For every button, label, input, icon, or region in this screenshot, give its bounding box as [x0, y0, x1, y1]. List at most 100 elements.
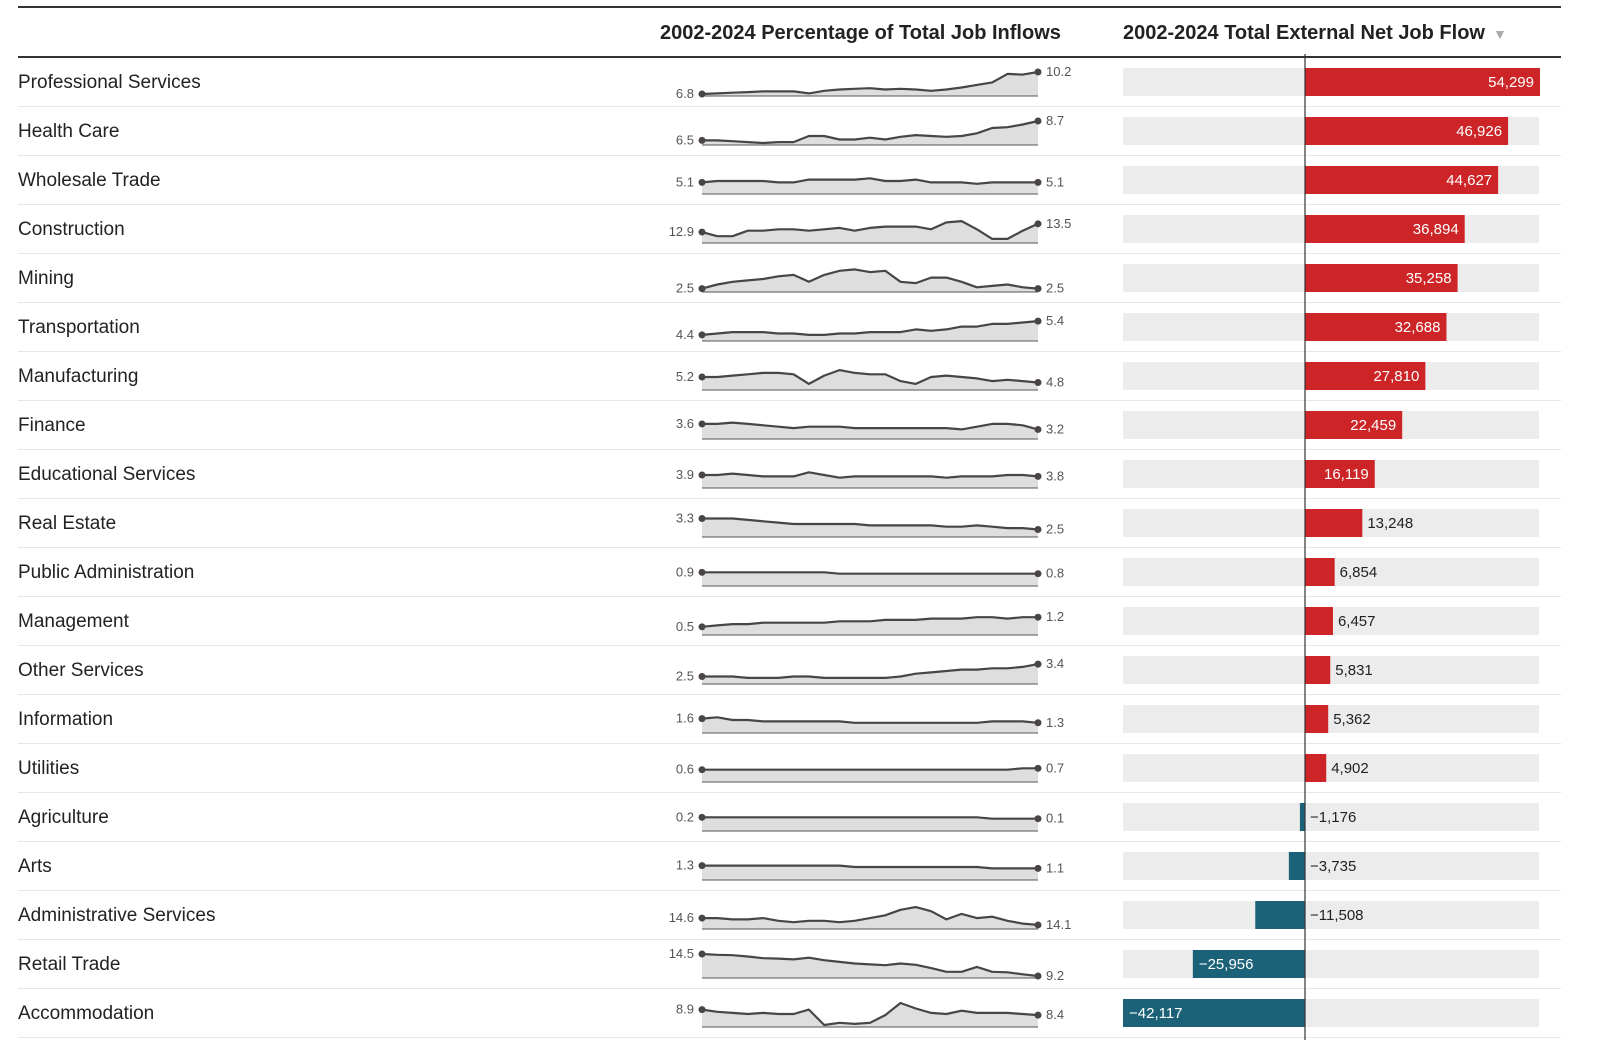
net-flow-bar[interactable]	[1305, 411, 1403, 439]
net-flow-value-label: 22,459	[1350, 417, 1396, 434]
net-flow-value-label: 36,894	[1413, 221, 1459, 238]
sparkline-area	[702, 664, 1038, 684]
sparkline-end-label: 1.2	[1046, 609, 1064, 624]
net-flow-bar[interactable]	[1305, 460, 1375, 488]
sparkline-end-label: 0.8	[1046, 566, 1064, 581]
industry-label: Accommodation	[18, 1003, 155, 1024]
sparkline-line	[701, 220, 1039, 241]
sparkline-end-label: 3.8	[1046, 468, 1064, 483]
industry-label: Administrative Services	[18, 905, 216, 926]
industry-label: Retail Trade	[18, 954, 121, 975]
row-graphics: 1.6 1.3 5,362	[676, 705, 1539, 734]
sparkline-end-label: 3.4	[1046, 656, 1064, 671]
sparkline-area	[702, 1003, 1038, 1027]
sparkline-start-label: 12.9	[669, 224, 694, 239]
net-flow-bar[interactable]	[1192, 950, 1305, 978]
net-flow-value-label: 32,688	[1395, 319, 1441, 336]
bar-track	[1123, 656, 1539, 684]
net-flow-bar[interactable]	[1305, 656, 1331, 684]
sparkline-start-label: 14.6	[669, 910, 694, 925]
sparkline-area	[702, 717, 1038, 733]
sparkline-line	[701, 1001, 1039, 1027]
net-flow-bar[interactable]	[1305, 362, 1426, 390]
industry-label: Finance	[18, 415, 86, 436]
industry-label: Management	[18, 611, 129, 632]
bar-track	[1123, 901, 1539, 929]
net-flow-value-label: −3,735	[1310, 858, 1356, 875]
net-flow-bar[interactable]	[1255, 901, 1305, 929]
net-flow-bar[interactable]	[1299, 803, 1305, 831]
table-row: Retail Trade 14.5 9.2 −25,956	[18, 940, 1561, 989]
sparkline-area	[702, 768, 1038, 782]
sparkline-end-point	[1034, 379, 1042, 386]
net-flow-bar[interactable]	[1305, 215, 1465, 243]
sparkline-start-label: 2.5	[676, 281, 694, 296]
sparkline-line	[701, 177, 1038, 185]
table-row: Wholesale Trade 5.1 5.1 44,627	[18, 156, 1561, 205]
sparkline-start-point	[698, 623, 706, 631]
sparkline-end-point	[1034, 719, 1042, 727]
sort-descending-icon[interactable]: ▼	[1492, 26, 1507, 42]
net-flow-bar[interactable]	[1305, 264, 1458, 292]
net-flow-bar[interactable]	[1305, 607, 1333, 635]
sparkline-end-point	[1034, 472, 1042, 480]
sparkline-area	[702, 572, 1038, 586]
sparkline-end-label: 1.3	[1046, 715, 1064, 730]
industry-label: Public Administration	[18, 562, 195, 583]
row-graphics: 5.1 5.1 44,627	[676, 166, 1539, 195]
sparkline-area	[702, 472, 1038, 488]
net-flow-bar[interactable]	[1288, 852, 1305, 880]
row-graphics: 5.2 4.8 27,810	[676, 362, 1539, 391]
net-flow-bar[interactable]	[1305, 558, 1335, 586]
industry-label: Professional Services	[18, 72, 201, 93]
net-flow-bar[interactable]	[1305, 68, 1540, 96]
sparkline-area	[702, 321, 1038, 341]
net-flow-bar[interactable]	[1305, 166, 1499, 194]
sparkline-line	[702, 119, 1039, 145]
sparkline-start-point	[698, 862, 706, 870]
net-flow-bar[interactable]	[1305, 705, 1329, 733]
table-row: Agriculture 0.2 0.1 −1,176	[18, 793, 1561, 842]
table-row: Real Estate 3.3 2.5 13,248	[18, 499, 1561, 548]
sparkline-end-point	[1034, 317, 1042, 325]
table-row: Arts 1.3 1.1 −3,735	[18, 842, 1561, 891]
net-flow-column-header[interactable]: 2002-2024 Total External Net Job Flow ▼	[1123, 22, 1507, 45]
net-flow-bar[interactable]	[1305, 754, 1327, 782]
sparkline-end-label: 5.1	[1046, 174, 1064, 189]
industry-label: Arts	[18, 856, 52, 877]
sparkline-start-point	[698, 331, 706, 339]
sparkline-start-label: 8.9	[676, 1002, 694, 1017]
industry-label: Construction	[18, 219, 125, 240]
sparkline-end-point	[1034, 220, 1042, 228]
net-flow-value-label: 16,119	[1324, 466, 1369, 483]
table-row: Information 1.6 1.3 5,362	[18, 695, 1561, 744]
row-graphics: 14.6 14.1 −11,508	[669, 901, 1539, 932]
industry-label: Utilities	[18, 758, 80, 779]
net-flow-bar[interactable]	[1305, 117, 1509, 145]
sparkline-start-label: 14.5	[669, 946, 694, 961]
net-flow-bar[interactable]	[1123, 999, 1305, 1027]
sparkline-area	[702, 269, 1038, 292]
industry-label: Educational Services	[18, 464, 196, 485]
table-row: Educational Services 3.9 3.8 16,119	[18, 450, 1561, 499]
industry-label: Real Estate	[18, 513, 117, 534]
net-flow-bar[interactable]	[1305, 313, 1447, 341]
net-flow-bar[interactable]	[1305, 509, 1363, 537]
sparkline-line	[701, 70, 1039, 96]
sparkline-line	[701, 952, 1039, 978]
sparkline-line	[701, 616, 1038, 628]
sparkline-start-point	[698, 228, 706, 236]
sparkline-start-point	[698, 766, 706, 774]
sparkline-end-label: 0.1	[1046, 811, 1064, 826]
row-graphics: 0.5 1.2 6,457	[676, 607, 1539, 636]
table-row: Professional Services 6.8 10.2 54,299	[18, 58, 1561, 107]
sparkline-end-point	[1034, 613, 1042, 621]
industry-label: Health Care	[18, 121, 120, 142]
table-row: Accommodation 8.9 8.4 −42,117	[18, 989, 1561, 1038]
bar-track	[1123, 705, 1539, 733]
sparkline-start-label: 4.4	[676, 327, 694, 342]
table-row: Mining 2.5 2.5 35,258	[18, 254, 1561, 303]
industry-label: Manufacturing	[18, 366, 139, 387]
sparkline-end-label: 14.1	[1046, 917, 1071, 932]
sparkline-area	[702, 121, 1038, 145]
